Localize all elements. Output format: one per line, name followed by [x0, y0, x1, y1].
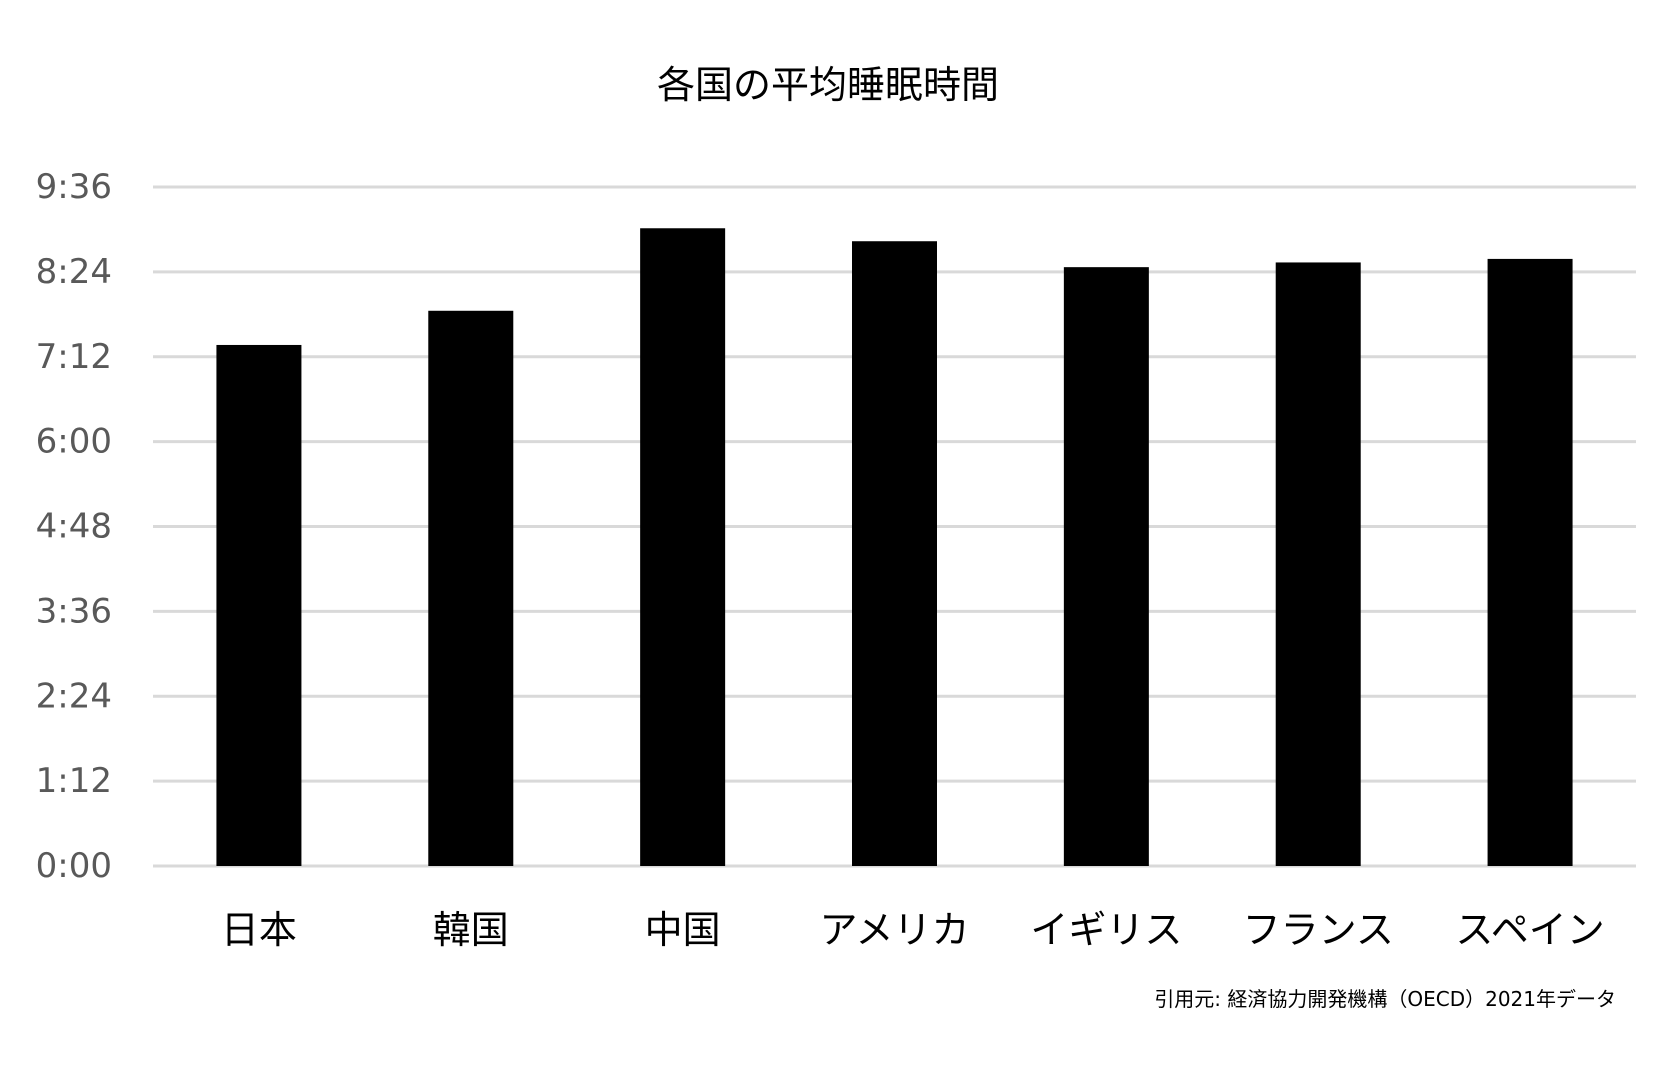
bar-5 — [1063, 267, 1149, 866]
x-category-label: イギリス — [1030, 908, 1182, 952]
bar-2 — [428, 310, 514, 867]
y-tick-label: 7:12 — [36, 337, 112, 377]
x-category-label: 韓国 — [433, 908, 509, 952]
bar-7 — [1487, 258, 1573, 867]
y-tick-label: 3:36 — [36, 591, 112, 631]
y-tick-label: 6:00 — [36, 422, 112, 462]
bar-1 — [216, 344, 302, 866]
x-category-label: 中国 — [645, 908, 721, 952]
chart-title: 各国の平均睡眠時間 — [656, 63, 999, 107]
y-tick-label: 9:36 — [36, 167, 112, 207]
x-category-label: スペイン — [1455, 908, 1604, 952]
y-tick-label: 4:48 — [36, 507, 112, 547]
bar-4 — [852, 241, 937, 866]
y-tick-label: 0:00 — [36, 846, 112, 886]
source-note: 引用元: 経済協力開発機構（OECD）2021年データ — [1154, 987, 1616, 1011]
y-tick-label: 2:24 — [36, 676, 112, 716]
x-category-label: フランス — [1243, 908, 1394, 952]
y-tick-label: 8:24 — [36, 252, 112, 292]
bars — [216, 228, 1573, 867]
x-axis-category-labels: 日本 韓国 中国 アメリカ イギリス フランス スペイン — [221, 908, 1605, 952]
y-axis-tick-labels: 0:00 1:12 2:24 3:36 4:48 6:00 7:12 8:24 9:36 — [36, 167, 112, 886]
bar-6 — [1275, 262, 1361, 866]
y-tick-label: 1:12 — [36, 761, 112, 801]
bar-3 — [640, 228, 726, 867]
x-category-label: 日本 — [221, 908, 297, 952]
x-category-label: アメリカ — [819, 908, 969, 952]
